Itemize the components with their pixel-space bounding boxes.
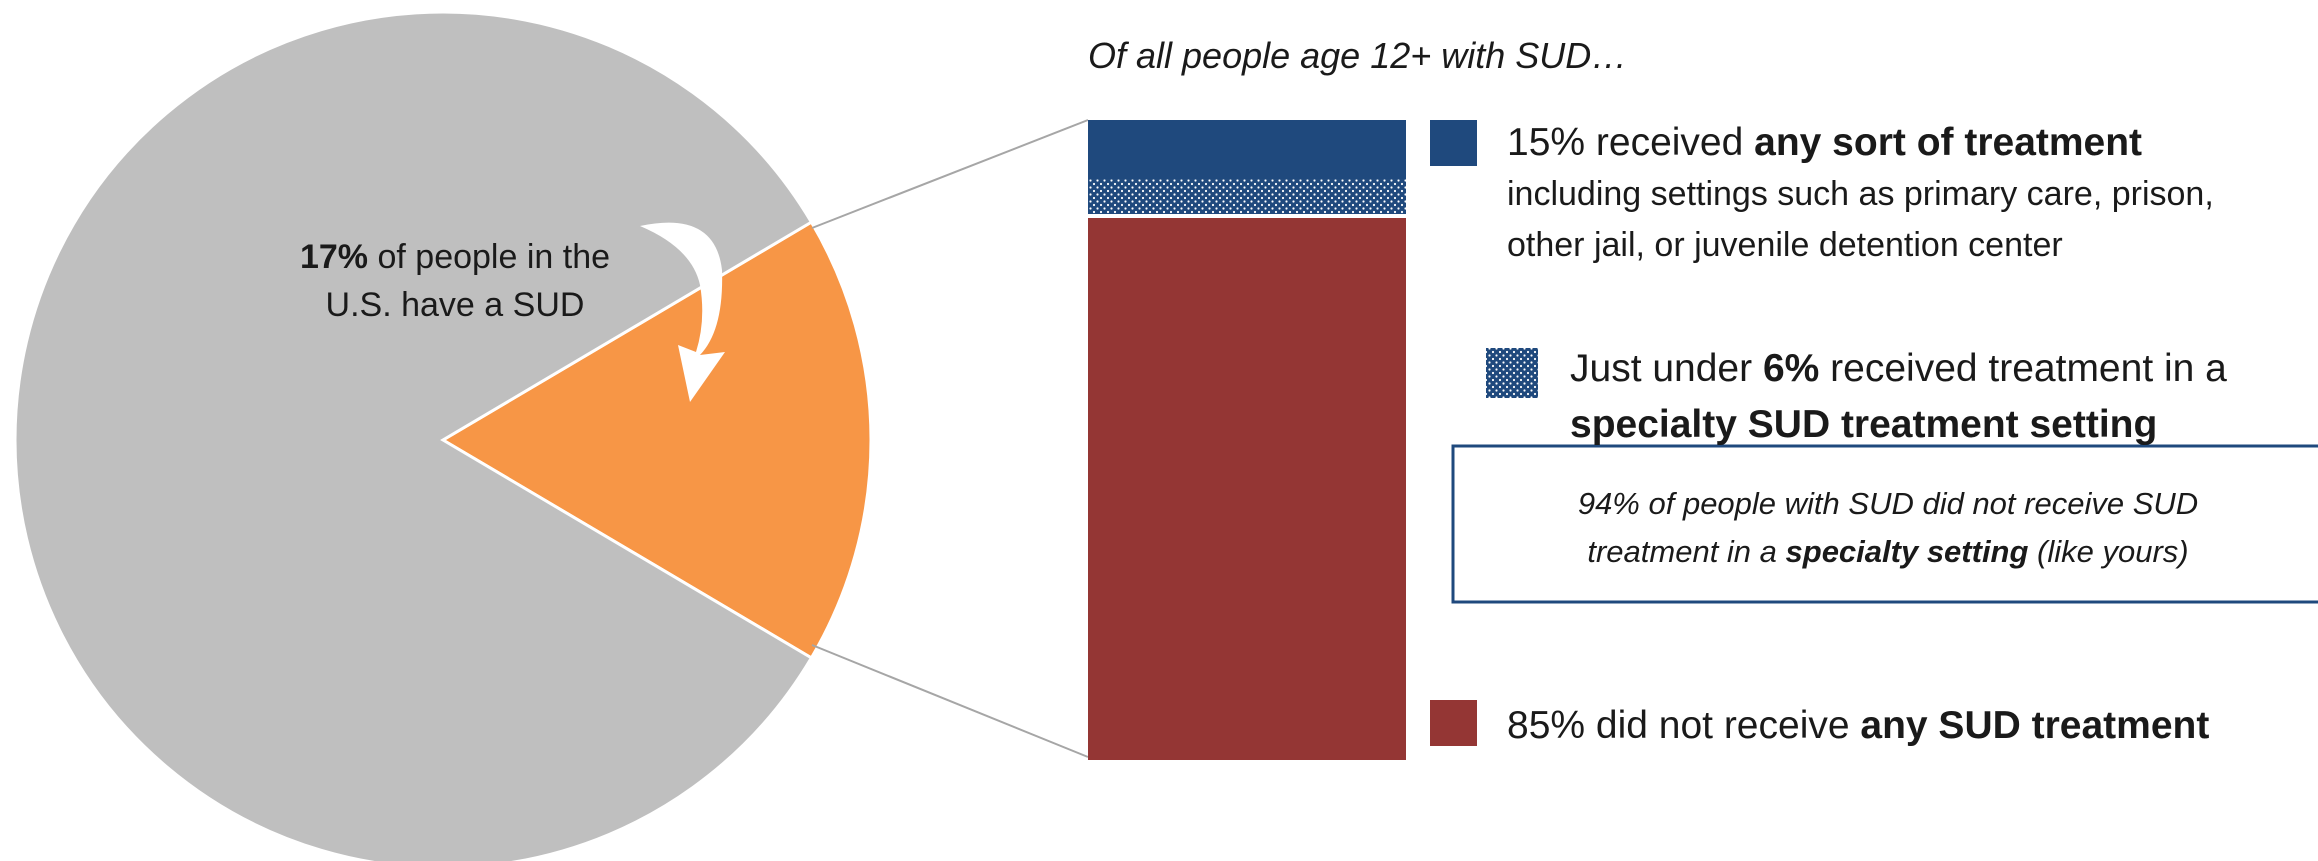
specialty-note-pre: treatment in a — [1587, 534, 1785, 569]
legend-specialty-bold1: 6% — [1763, 347, 1819, 390]
pie-slice-no-sud — [13, 10, 814, 861]
connector-line-bottom — [811, 644, 1089, 758]
curved-arrow-icon — [640, 222, 725, 402]
specialty-note-line1: 94% of people with SUD did not receive S… — [1578, 486, 2198, 521]
bar-segment-specialty — [1088, 179, 1406, 216]
specialty-note-post: (like yours) — [2028, 534, 2188, 569]
pie-callout: 17% of people in the — [300, 238, 610, 276]
legend-none-line: 85% did not receive any SUD treatment — [1507, 704, 2209, 747]
legend-specialty-mid: received treatment in a — [1819, 347, 2227, 390]
legend-any-line3: other jail, or juvenile detention center — [1507, 226, 2063, 264]
pie-chart — [13, 10, 873, 861]
bar-title: Of all people age 12+ with SUD… — [1088, 35, 1627, 76]
pie-callout-bold: 17% — [300, 238, 368, 276]
legend-specialty-line1: Just under 6% received treatment in a — [1570, 347, 2227, 390]
pie-callout-line2: U.S. have a SUD — [326, 286, 585, 324]
legend-specialty-line2: specialty SUD treatment setting — [1570, 403, 2157, 446]
pie-callout-line1: of people in the — [368, 238, 610, 276]
connector-line-top — [811, 119, 1089, 229]
pie-slice-sud — [440, 220, 873, 660]
stacked-bar — [1088, 120, 1406, 760]
legend-swatch-any-treatment — [1430, 120, 1477, 166]
bar-segment-untreated — [1088, 216, 1406, 760]
legend-any-bold: any sort of treatment — [1754, 121, 2142, 164]
legend-any-line1: 15% received any sort of treatment — [1507, 121, 2142, 164]
legend-none-pre: 85% did not receive — [1507, 704, 1860, 747]
specialty-note-line2: treatment in a specialty setting (like y… — [1587, 534, 2188, 569]
legend-specialty-pre: Just under — [1570, 347, 1763, 390]
bar-segment-treated — [1088, 120, 1406, 180]
legend-swatch-specialty — [1486, 348, 1538, 398]
legend-none-bold: any SUD treatment — [1860, 704, 2209, 747]
specialty-note-bold: specialty setting — [1786, 534, 2029, 569]
legend-any-pre: 15% received — [1507, 121, 1754, 164]
legend-swatch-no-treatment — [1430, 700, 1477, 746]
specialty-callout-box — [1451, 444, 2318, 604]
legend-any-line2: including settings such as primary care,… — [1507, 175, 2214, 213]
